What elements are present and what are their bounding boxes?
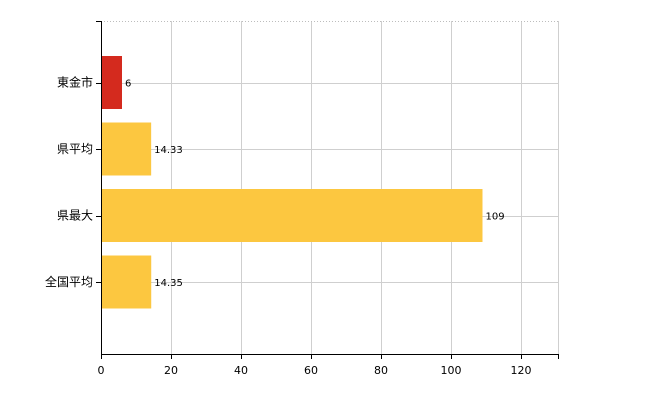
- x-tick-label-60: 60: [304, 364, 318, 377]
- x-tick-label-0: 0: [98, 364, 105, 377]
- x-tick-label-20: 20: [164, 364, 178, 377]
- data-label-1: 14.33: [154, 145, 183, 156]
- x-tick-label-40: 40: [234, 364, 248, 377]
- x-tick-label-80: 80: [374, 364, 388, 377]
- x-tick-label-120: 120: [511, 364, 532, 377]
- axes: [96, 21, 559, 359]
- data-label-3: 14.35: [154, 278, 183, 289]
- bar-0: [101, 56, 122, 109]
- category-label-1: 県平均: [57, 142, 93, 156]
- x-tick-label-100: 100: [441, 364, 462, 377]
- bars: [101, 56, 483, 309]
- bar-1: [101, 122, 152, 176]
- data-label-2: 109: [486, 212, 505, 223]
- labels: 6 東金市 14.33 県平均 109 県最大 14.35 全国平均 0 20 40 60 80 100 1…: [45, 75, 532, 378]
- category-label-2: 県最大: [57, 209, 93, 223]
- category-label-0: 東金市: [57, 75, 93, 90]
- bar-2: [101, 189, 483, 242]
- data-label-0: 6: [125, 79, 131, 90]
- grid: [101, 21, 559, 354]
- category-label-3: 全国平均: [45, 274, 93, 289]
- bar-3: [101, 255, 152, 309]
